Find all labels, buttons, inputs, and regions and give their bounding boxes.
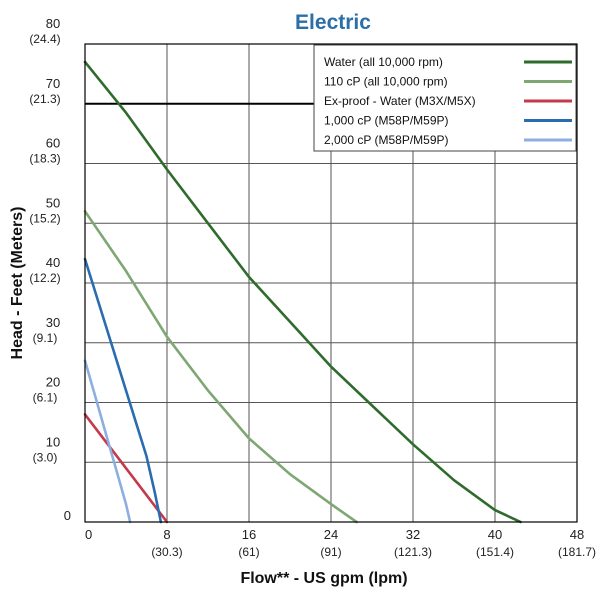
y-tick-sublabel: (24.4) xyxy=(29,32,60,46)
legend-label-2: Ex-proof - Water (M3X/M5X) xyxy=(324,94,476,108)
y-tick-label: 80 xyxy=(46,16,60,31)
chart-title: Electric xyxy=(295,11,371,34)
legend-label-4: 2,000 cP (M58P/M59P) xyxy=(324,133,449,147)
y-tick-label: 40 xyxy=(46,255,60,270)
x-tick-sublabel: (151.4) xyxy=(476,545,514,559)
y-tick-label: 0 xyxy=(64,508,71,523)
y-tick-label: 10 xyxy=(46,434,60,449)
y-tick-sublabel: (3.0) xyxy=(33,450,58,464)
x-tick-sublabel: (181.7) xyxy=(558,545,596,559)
legend-label-3: 1,000 cP (M58P/M59P) xyxy=(324,114,449,128)
x-axis-ticks: 0 8 (30.3) 16 (61) 24 (91) 32 (121.3) 40 (151.4) 48… xyxy=(85,527,596,559)
y-tick-label: 70 xyxy=(46,76,60,91)
series-line-3 xyxy=(83,257,163,524)
x-tick-label: 40 xyxy=(488,527,502,542)
y-tick-sublabel: (6.1) xyxy=(33,391,58,405)
legend-label-0: Water (all 10,000 rpm) xyxy=(324,55,443,69)
x-tick-label: 16 xyxy=(242,527,256,542)
series-line-4 xyxy=(83,359,132,524)
x-tick-label: 48 xyxy=(570,527,584,542)
x-axis-label: Flow** - US gpm (lpm) xyxy=(240,570,407,587)
y-tick-label: 50 xyxy=(46,195,60,210)
x-tick-label: 24 xyxy=(324,527,338,542)
y-tick-sublabel: (21.3) xyxy=(29,92,60,106)
series-lines xyxy=(83,60,522,524)
plot-border xyxy=(84,43,578,523)
series-line-1 xyxy=(83,210,358,524)
x-tick-sublabel: (30.3) xyxy=(151,545,182,559)
y-axis-label: Head - Feet (Meters) xyxy=(9,207,26,360)
legend: Water (all 10,000 rpm) 110 cP (all 10,000… xyxy=(313,44,577,152)
legend-label-1: 110 cP (all 10,000 rpm) xyxy=(324,75,448,89)
series-line-2 xyxy=(83,413,169,524)
series-line-0 xyxy=(83,60,522,524)
y-tick-sublabel: (9.1) xyxy=(33,331,58,345)
y-tick-label: 30 xyxy=(46,315,60,330)
x-tick-sublabel: (61) xyxy=(238,545,259,559)
y-tick-sublabel: (12.2) xyxy=(29,271,60,285)
y-tick-label: 20 xyxy=(46,375,60,390)
y-tick-sublabel: (15.2) xyxy=(29,211,60,225)
x-tick-label: 32 xyxy=(406,527,420,542)
y-axis-ticks: 0 10(3.0) 20(6.1) 30(9.1) 40(12.2) 50(15.2) 60… xyxy=(29,16,71,523)
y-tick-sublabel: (18.3) xyxy=(29,152,60,166)
x-tick-sublabel: (121.3) xyxy=(394,545,432,559)
y-tick-label: 60 xyxy=(46,136,60,151)
x-tick-sublabel: (91) xyxy=(320,545,341,559)
x-tick-label: 0 xyxy=(85,527,92,542)
x-tick-label: 8 xyxy=(163,527,170,542)
